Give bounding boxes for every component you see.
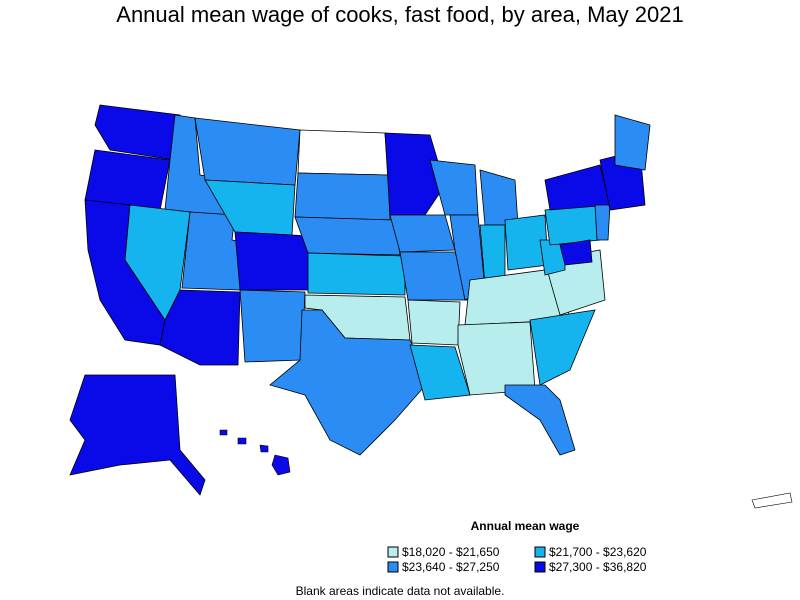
region-new-mexico (239, 289, 306, 363)
legend-label-2: $21,700 - $23,620 (549, 545, 647, 559)
alaska (69, 374, 206, 496)
region-alaska (69, 374, 206, 496)
region-new-jersey (594, 204, 611, 241)
legend-label-3: $23,640 - $27,250 (402, 560, 500, 574)
legend-swatch-1 (387, 546, 399, 558)
region-puerto-rico (751, 492, 793, 509)
legend-title: Annual mean wage (470, 519, 580, 533)
legend-swatch-2 (534, 546, 546, 558)
region-arkansas (407, 299, 461, 346)
region-colorado (234, 231, 311, 291)
region-montana (194, 117, 301, 186)
legend-swatch-3 (387, 561, 399, 573)
region-michigan (479, 169, 519, 226)
region-oregon (84, 149, 171, 211)
region-mississippi-alabama (457, 321, 536, 396)
legend-item-1: $18,020 - $21,650 (402, 545, 499, 559)
region-washington (94, 104, 181, 161)
page-title: Annual mean wage of cooks, fast food, by… (116, 2, 684, 27)
legend-swatches (387, 546, 546, 573)
region-hawaii-big-island (271, 454, 291, 476)
region-hawaii-maui (259, 444, 269, 453)
legend-label-4: $27,300 - $36,820 (549, 560, 647, 574)
region-minnesota (384, 132, 446, 216)
region-new-york (544, 164, 611, 211)
region-pennsylvania (544, 204, 601, 246)
puerto-rico (751, 492, 793, 509)
region-nebraska (294, 216, 401, 256)
region-north-dakota (297, 129, 389, 176)
contiguous-us (84, 104, 651, 456)
footnote: Blank areas indicate data not available. (295, 584, 505, 598)
region-kansas (307, 252, 406, 296)
legend-label-1: $18,020 - $21,650 (402, 545, 500, 559)
legend-item-2: $21,700 - $23,620 (549, 545, 646, 559)
region-hawaii-kauai (219, 429, 228, 436)
region-south-dakota (294, 172, 391, 221)
legend-item-4: $27,300 - $36,820 (549, 560, 646, 574)
region-texas (269, 309, 431, 456)
region-georgia-sc (529, 309, 596, 386)
region-hawaii-oahu (237, 437, 247, 445)
legend-swatch-4 (534, 561, 546, 573)
region-maine (614, 114, 651, 171)
region-wisconsin (429, 159, 479, 216)
region-maryland-dc (559, 239, 593, 266)
region-iowa (389, 214, 456, 253)
region-florida (504, 384, 576, 456)
hawaii (219, 429, 291, 476)
legend-item-3: $23,640 - $27,250 (402, 560, 499, 574)
